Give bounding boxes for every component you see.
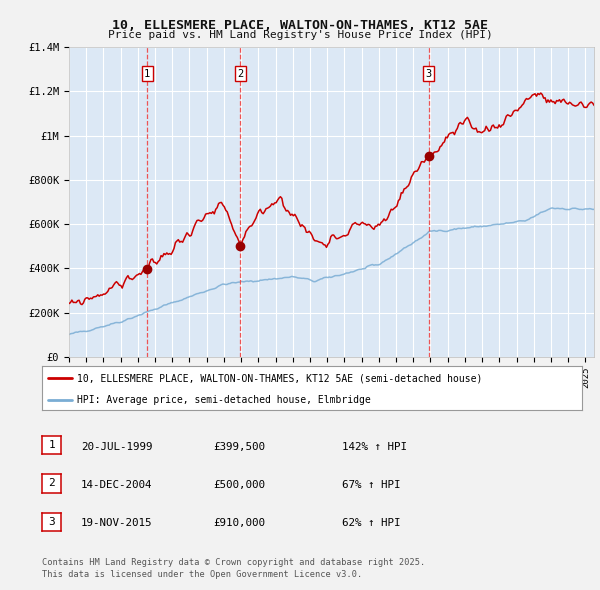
Text: 1: 1 xyxy=(48,440,55,450)
Text: 10, ELLESMERE PLACE, WALTON-ON-THAMES, KT12 5AE (semi-detached house): 10, ELLESMERE PLACE, WALTON-ON-THAMES, K… xyxy=(77,373,482,383)
Text: 3: 3 xyxy=(48,517,55,527)
Text: Contains HM Land Registry data © Crown copyright and database right 2025.
This d: Contains HM Land Registry data © Crown c… xyxy=(42,558,425,579)
Text: 1: 1 xyxy=(144,69,151,78)
Text: 142% ↑ HPI: 142% ↑ HPI xyxy=(342,442,407,452)
Text: Price paid vs. HM Land Registry's House Price Index (HPI): Price paid vs. HM Land Registry's House … xyxy=(107,30,493,40)
Text: 2: 2 xyxy=(48,478,55,489)
Text: 62% ↑ HPI: 62% ↑ HPI xyxy=(342,519,401,529)
Text: £500,000: £500,000 xyxy=(213,480,265,490)
Text: 67% ↑ HPI: 67% ↑ HPI xyxy=(342,480,401,490)
Text: 10, ELLESMERE PLACE, WALTON-ON-THAMES, KT12 5AE: 10, ELLESMERE PLACE, WALTON-ON-THAMES, K… xyxy=(112,19,488,32)
Text: 20-JUL-1999: 20-JUL-1999 xyxy=(81,442,152,452)
Text: 3: 3 xyxy=(425,69,432,78)
Text: 2: 2 xyxy=(237,69,244,78)
Text: HPI: Average price, semi-detached house, Elmbridge: HPI: Average price, semi-detached house,… xyxy=(77,395,371,405)
Text: 14-DEC-2004: 14-DEC-2004 xyxy=(81,480,152,490)
Text: £910,000: £910,000 xyxy=(213,519,265,529)
Text: 19-NOV-2015: 19-NOV-2015 xyxy=(81,519,152,529)
Text: £399,500: £399,500 xyxy=(213,442,265,452)
